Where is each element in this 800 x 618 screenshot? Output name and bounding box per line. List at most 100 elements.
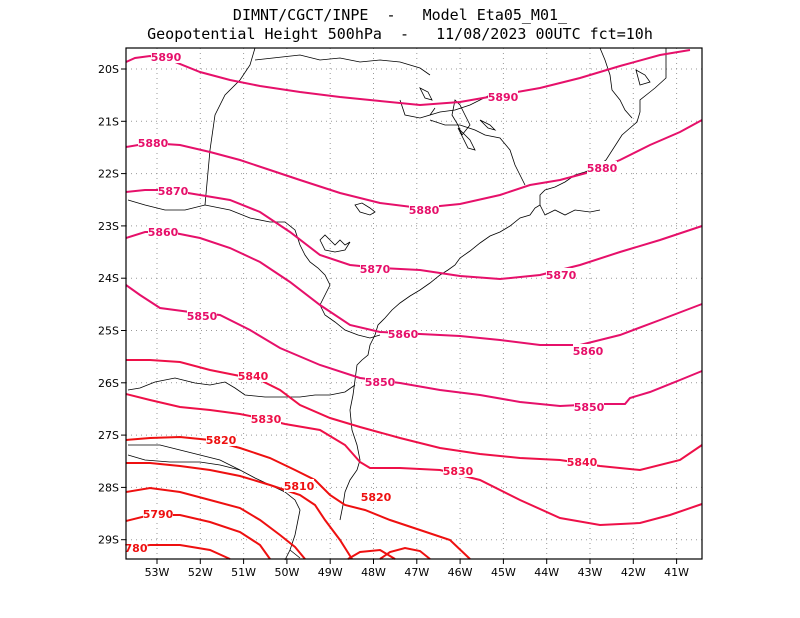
contour-label-bg — [587, 161, 617, 174]
lon-label: 47W — [404, 566, 429, 579]
contour-label-5870: 5870 — [360, 263, 391, 276]
lake — [479, 119, 497, 131]
contour-label-5850: 5850 — [574, 401, 605, 414]
state-border — [539, 204, 601, 216]
contour-label-5850: 5850 — [365, 376, 396, 389]
contour-label-bg — [143, 507, 173, 520]
contour-label-bg — [284, 479, 314, 492]
lon-label: 46W — [448, 566, 473, 579]
lake — [354, 202, 376, 216]
contour-5810 — [126, 462, 353, 560]
contour-label-bg — [365, 375, 395, 388]
state-border — [429, 119, 526, 186]
state-border — [128, 444, 241, 471]
contour-label-bg — [388, 327, 418, 340]
state-border — [254, 54, 431, 76]
lat-label: 25S — [98, 325, 119, 338]
contour-label-5810: 5810 — [284, 480, 315, 493]
lake — [419, 87, 433, 101]
contour-label-bg — [148, 225, 178, 238]
lake — [319, 234, 351, 253]
lon-label: 45W — [491, 566, 516, 579]
lon-label: 51W — [231, 566, 256, 579]
contour-label-5820: 5820 — [361, 491, 392, 504]
lon-label: 43W — [578, 566, 603, 579]
contour-label-bg — [251, 412, 281, 425]
contour-label-bg — [206, 433, 236, 446]
contour-label-bg — [124, 541, 148, 554]
contour-label-5870: 5870 — [546, 269, 577, 282]
lat-label: 26S — [98, 377, 119, 390]
contour-label-bg — [151, 50, 181, 63]
lat-label: 22S — [98, 168, 119, 181]
state-border — [289, 549, 301, 559]
island — [635, 69, 651, 86]
lat-label: 23S — [98, 220, 119, 233]
contour-label-bg — [567, 455, 597, 468]
contour-label-5860: 5860 — [388, 328, 419, 341]
coastline-borders — [127, 47, 667, 561]
contour-label-bg — [360, 262, 390, 275]
lon-label: 49W — [318, 566, 343, 579]
contour-label-bg — [443, 464, 473, 477]
map-frame — [125, 47, 703, 560]
lake — [451, 99, 471, 136]
title-line-1: DIMNT/CGCT/INPE - Model Eta05_M01_ — [232, 6, 568, 24]
contour-5790 — [125, 514, 271, 560]
contour-5890 — [125, 49, 691, 107]
contour-label-5830: 5830 — [251, 413, 282, 426]
lon-label: 50W — [274, 566, 299, 579]
state-border — [399, 99, 436, 119]
axis-labels: 20S 21S 22S 23S 24S 25S 26S 27S 28S 29S 53W 52W 51W 5… — [98, 63, 689, 579]
contour-segment — [347, 548, 396, 560]
lat-label: 27S — [98, 429, 119, 442]
contour-5820 — [125, 435, 471, 560]
contour-label-5870: 5870 — [158, 185, 189, 198]
lake — [457, 127, 476, 151]
contour-label-5860: 5860 — [573, 345, 604, 358]
lon-label: 53W — [145, 566, 170, 579]
contour-label-bg — [238, 369, 268, 382]
lon-label: 48W — [361, 566, 386, 579]
lon-label: 41W — [664, 566, 689, 579]
contour-label-5890: 5890 — [151, 51, 182, 64]
contour-label-5830: 5830 — [443, 465, 474, 478]
lat-label: 28S — [98, 481, 119, 494]
contour-label-5880: 5880 — [587, 162, 618, 175]
contour-label-5860: 5860 — [148, 226, 179, 239]
lon-label: 52W — [188, 566, 213, 579]
contour-label-5890: 5890 — [488, 91, 519, 104]
coastline — [339, 48, 667, 521]
contour-label-5850: 5850 — [187, 310, 218, 323]
contour-label-bg — [409, 203, 439, 216]
contour-5830 — [125, 393, 703, 527]
state-border — [127, 377, 356, 398]
contour-labels: 5890 5890 5880 5880 5880 5870 5870 5870 5860 5860… — [124, 50, 618, 555]
lat-lon-grid — [126, 48, 702, 559]
contour-label-5880: 5880 — [138, 137, 169, 150]
contour-label-5820: 5820 — [206, 434, 237, 447]
contour-5850 — [125, 284, 703, 408]
lat-label: 24S — [98, 272, 119, 285]
contour-label-5780: 780 — [125, 542, 148, 555]
contour-label-5880: 5880 — [409, 204, 440, 217]
contour-label-5840: 5840 — [567, 456, 598, 469]
contour-label-bg — [574, 400, 604, 413]
lon-label: 44W — [534, 566, 559, 579]
lon-label: 42W — [621, 566, 646, 579]
lat-label: 20S — [98, 63, 119, 76]
title-line-2: Geopotential Height 500hPa - 11/08/2023 … — [147, 25, 653, 43]
lat-label: 29S — [98, 534, 119, 547]
state-border — [599, 47, 633, 119]
contour-label-bg — [187, 309, 217, 322]
contour-label-bg — [361, 490, 391, 503]
contour-5840 — [126, 359, 703, 472]
contour-label-bg — [573, 344, 603, 357]
contour-label-bg — [158, 184, 188, 197]
contour-label-5790: 5790 — [143, 508, 174, 521]
contour-label-bg — [488, 90, 518, 103]
contour-label-5840: 5840 — [238, 370, 269, 383]
contour-label-bg — [546, 268, 576, 281]
state-border — [127, 199, 381, 339]
